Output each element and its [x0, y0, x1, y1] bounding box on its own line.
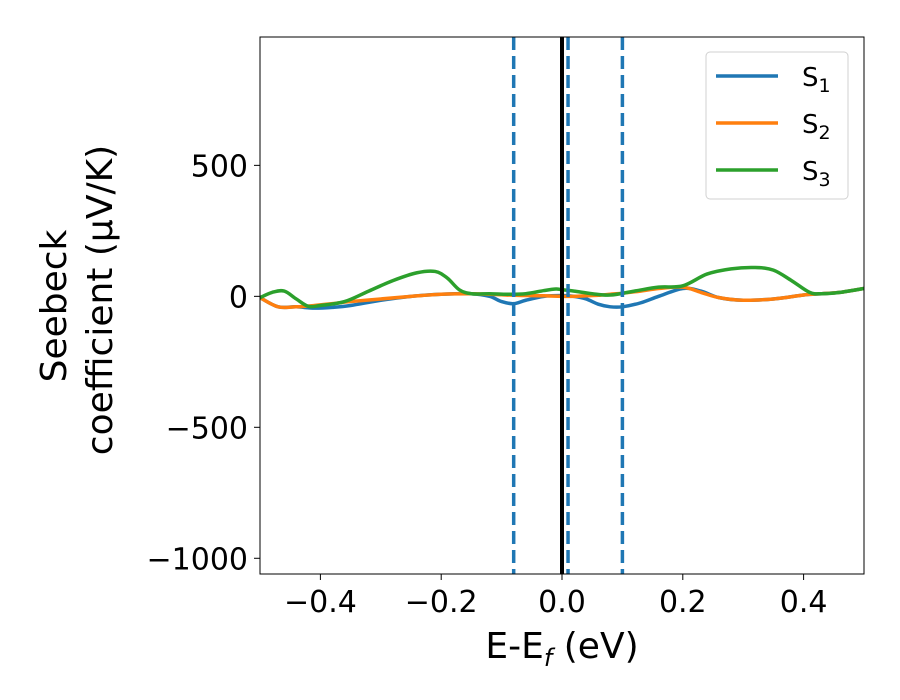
legend-label-s1: S1	[802, 63, 831, 97]
y-axis-title-line2: coefficient (μV/K)	[80, 145, 121, 455]
x-tick-label: 0.0	[538, 585, 586, 620]
legend-label-s2: S2	[802, 110, 831, 144]
x-tick-label: −0.4	[284, 585, 357, 620]
y-tick-label: 500	[191, 149, 248, 184]
x-tick-label: 0.2	[659, 585, 707, 620]
y-axis-title-line1: Seebeck	[34, 229, 75, 382]
x-tick-label: 0.4	[780, 585, 828, 620]
y-tick-label: 0	[229, 280, 248, 315]
legend: S1 S2 S3	[705, 51, 849, 200]
x-axis-title: E-Ef (eV)	[485, 626, 638, 672]
x-tick-label: −0.2	[405, 585, 478, 620]
y-tick-label: −500	[166, 411, 248, 446]
y-tick-label: −1000	[147, 542, 248, 577]
vline-layer	[511, 37, 625, 574]
legend-label-s3: S3	[802, 157, 831, 191]
x-axis-ticks: −0.4 −0.2 0.0 0.2 0.4	[284, 574, 827, 620]
series-line-s3	[260, 265, 864, 309]
legend-box	[705, 51, 849, 200]
y-axis-ticks: −1000 −500 0 500	[147, 149, 260, 577]
